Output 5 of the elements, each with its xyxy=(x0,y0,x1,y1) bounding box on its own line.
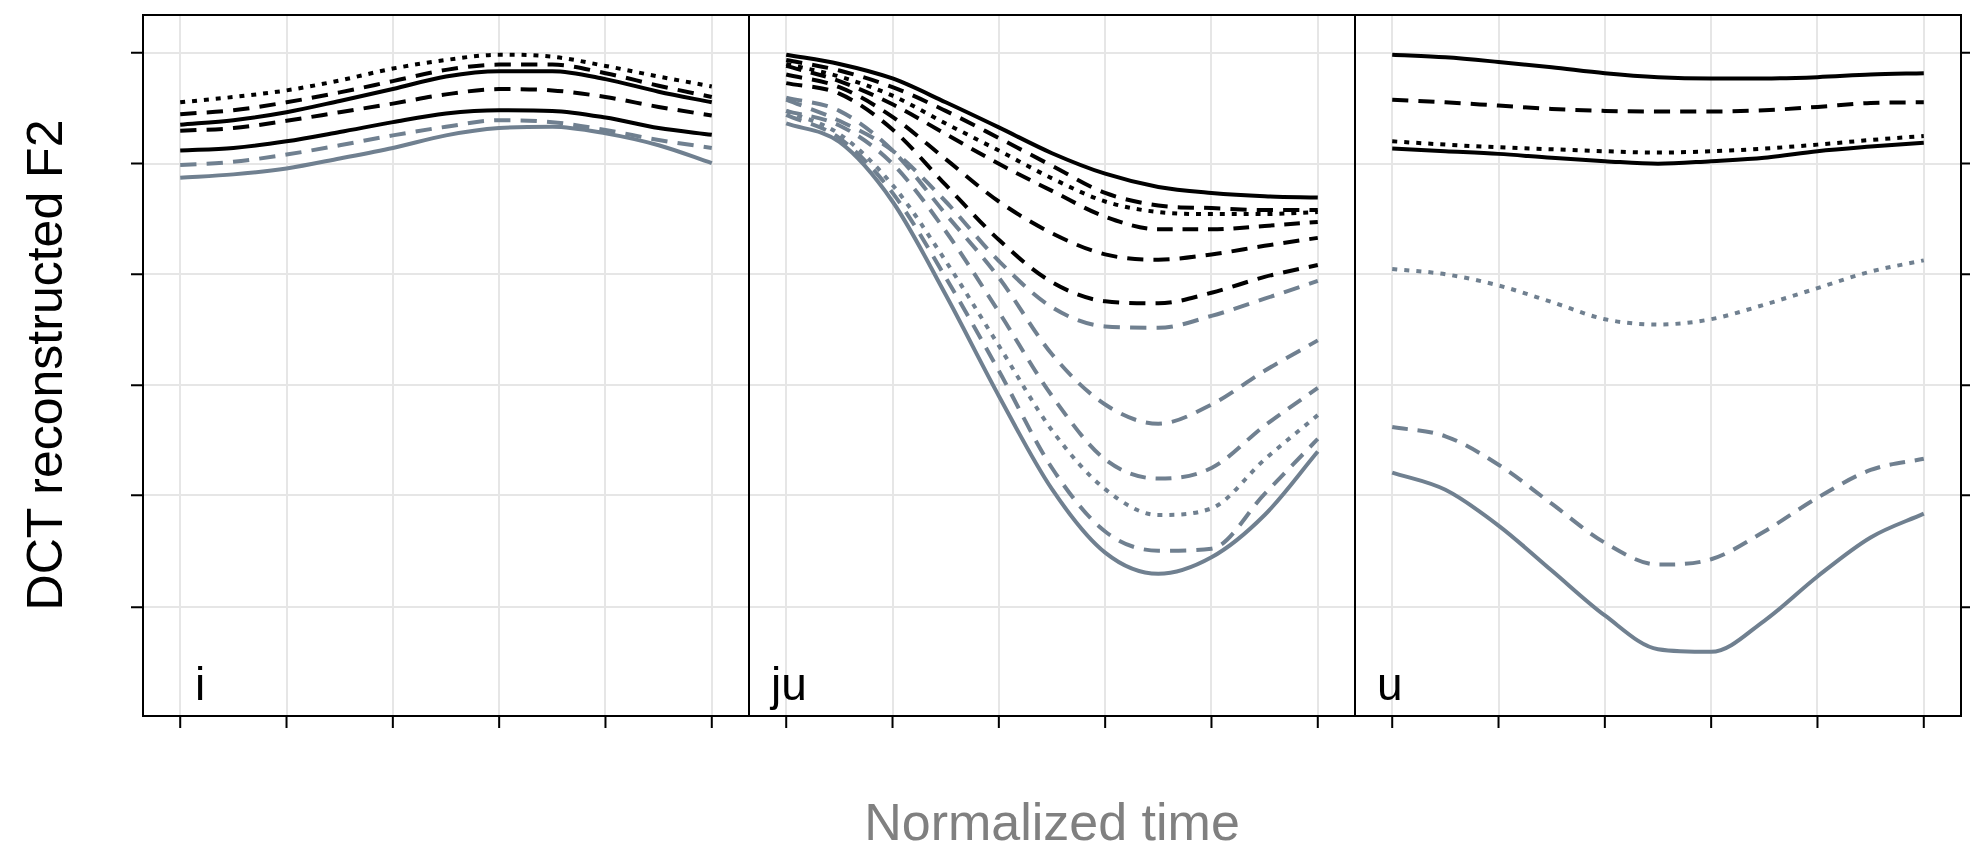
x-axis-title: Normalized time xyxy=(864,792,1240,848)
text: ju xyxy=(769,658,807,710)
text: u xyxy=(1377,658,1403,710)
y-axis-title: DCT reconstructed F2 xyxy=(16,119,74,611)
text: i xyxy=(195,658,206,710)
